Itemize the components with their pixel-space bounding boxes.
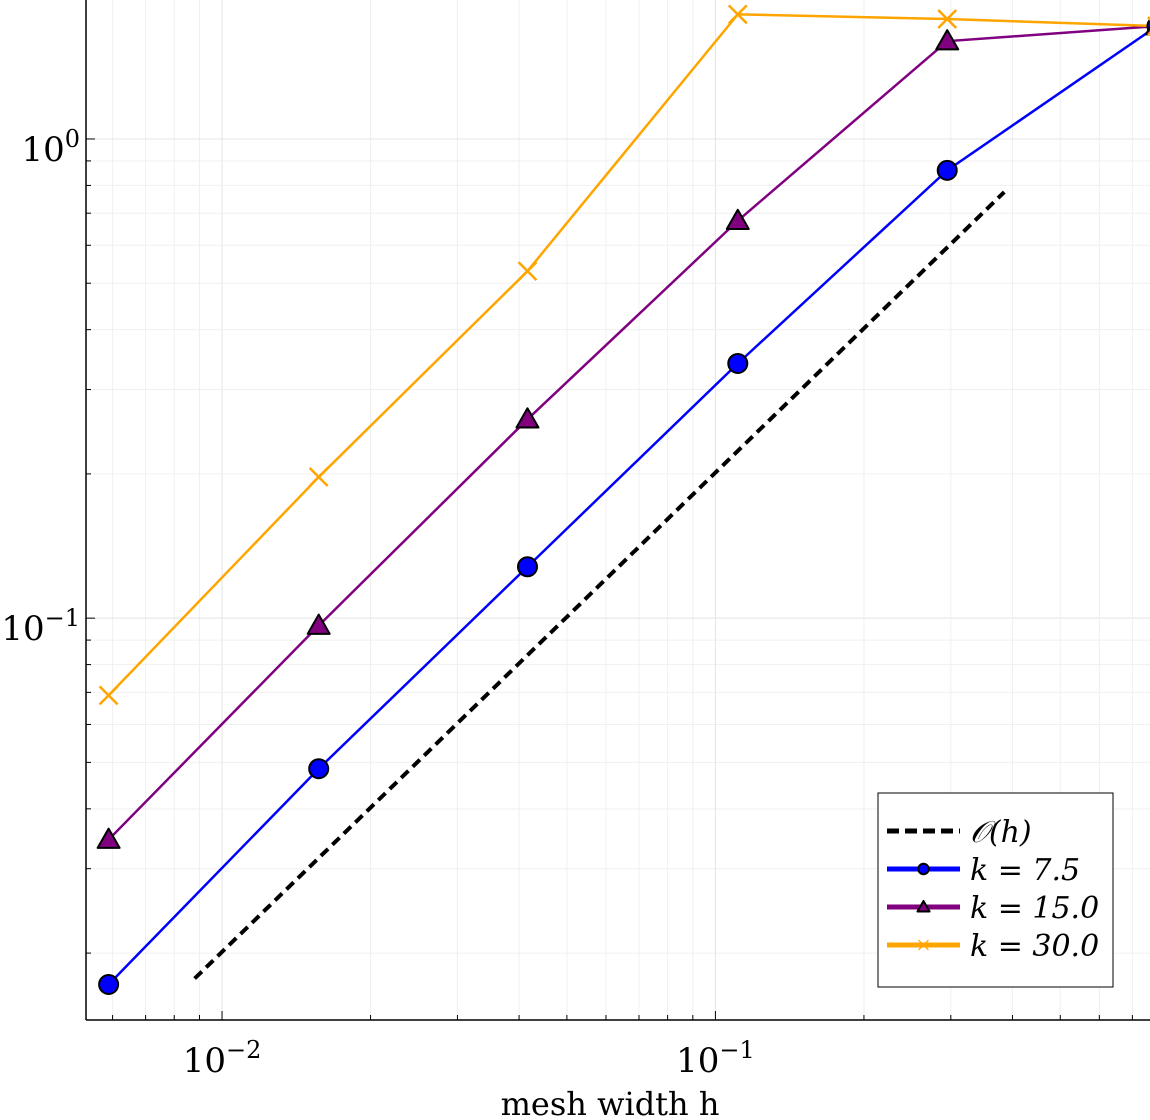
data-point	[725, 208, 750, 231]
legend-label: k = 30.0	[970, 929, 1099, 964]
y-tick-label: 100	[21, 125, 80, 170]
data-point	[727, 4, 748, 25]
series-line	[107, 13, 1150, 697]
series-2	[107, 13, 1150, 697]
series-line	[107, 29, 1150, 986]
data-point	[515, 407, 540, 429]
data-point	[936, 159, 958, 181]
legend-marker	[916, 899, 931, 913]
data-point	[98, 973, 120, 995]
grid	[86, 0, 1150, 1020]
series-markers-1	[96, 25, 1150, 849]
data-point	[727, 352, 749, 374]
x-tick-label: 10−1	[676, 1036, 755, 1081]
data-point	[308, 758, 330, 780]
legend-label: k = 7.5	[970, 853, 1080, 888]
legend-label: k = 15.0	[970, 891, 1099, 926]
data-point	[98, 685, 119, 706]
series-line	[107, 25, 1150, 841]
legend-label: 𝒪(h)	[970, 815, 1032, 850]
data-point	[306, 613, 331, 635]
axes	[85, 0, 1150, 1021]
data-point	[937, 9, 958, 29]
data-point	[96, 827, 121, 849]
x-axis-label: mesh width h	[501, 1085, 720, 1120]
y-tick-label: 10−1	[1, 604, 80, 649]
legend: 𝒪(h)k = 7.5k = 15.0k = 30.0	[877, 792, 1114, 988]
series-markers-0	[98, 18, 1150, 995]
data-point	[935, 29, 960, 51]
series-0	[107, 29, 1150, 986]
legend-marker	[917, 862, 930, 876]
series	[96, 4, 1150, 995]
series-markers-2	[98, 4, 1150, 706]
data-point	[308, 467, 329, 487]
series-1	[107, 25, 1150, 841]
ticks: 10−2 10−1 10−1 100	[1, 125, 1133, 1081]
reference-line	[193, 190, 1006, 980]
legend-marker	[918, 939, 929, 951]
data-point	[517, 261, 538, 281]
legend-box	[877, 792, 1114, 988]
data-point	[516, 556, 538, 578]
x-tick-label: 10−2	[183, 1036, 262, 1081]
